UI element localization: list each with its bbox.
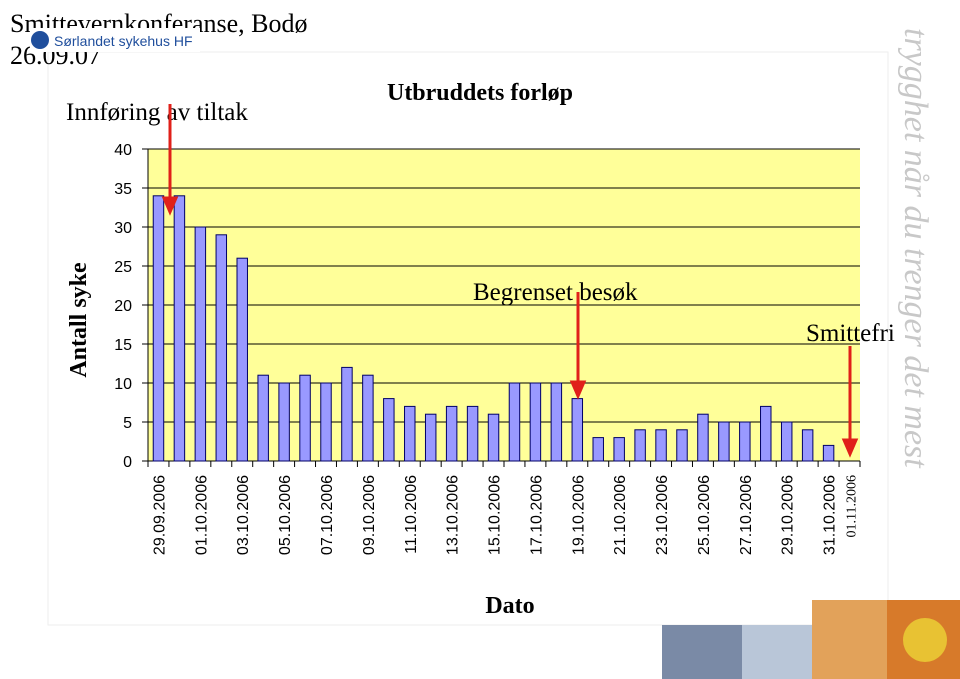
bar [466, 405, 479, 462]
x-tick-label: 09.10.2006 [361, 475, 378, 555]
x-tick-label: 23.10.2006 [654, 475, 671, 555]
y-tick-label: 10 [114, 376, 132, 393]
bar [676, 429, 688, 462]
bar [655, 429, 667, 462]
y-tick-label: 5 [123, 415, 132, 432]
annotation: Smittefri [806, 320, 895, 347]
photos [662, 600, 960, 679]
bar [278, 382, 290, 462]
y-tick-label: 0 [123, 454, 132, 471]
bar [173, 195, 186, 462]
x-tick-label: 13.10.2006 [445, 475, 462, 555]
bar [739, 421, 751, 462]
annotation: Innføring av tiltak [66, 99, 248, 126]
x-tick-label: 31.10.2006 [822, 475, 839, 555]
photo-fruit [903, 618, 947, 662]
arrow-head [841, 438, 859, 458]
y-tick-label: 20 [114, 298, 132, 315]
x-tick-label: 27.10.2006 [738, 475, 755, 555]
bar [634, 429, 646, 462]
arrows [161, 104, 859, 458]
bar [760, 405, 772, 462]
x-tick-label: 25.10.2006 [696, 475, 713, 555]
x-tick-label: 03.10.2006 [235, 475, 252, 555]
logo-bg [30, 28, 200, 52]
y-tick-label: 25 [114, 259, 132, 276]
bar [424, 413, 437, 462]
y-axis-label: Antall syke [66, 262, 92, 378]
x-tick-label: 21.10.2006 [612, 475, 629, 555]
arrow-head [569, 380, 587, 400]
bar [529, 382, 542, 462]
bar [550, 382, 563, 462]
x-tick-label: 17.10.2006 [528, 475, 545, 555]
bar [341, 366, 353, 462]
bar [445, 405, 458, 462]
bar [383, 398, 395, 462]
y-tick-label: 30 [114, 220, 132, 237]
photo [662, 625, 742, 679]
bar [487, 413, 500, 462]
y-tick-label: 35 [114, 181, 132, 198]
bar [822, 444, 835, 462]
annotation: Begrenset besøk [473, 279, 638, 306]
x-tick-label: 15.10.2006 [487, 475, 504, 555]
logo: Sørlandet sykehus HF [54, 33, 193, 49]
plot: 0 5 10 15 20 25 30 35 40 29.09.2006 01.10.2006 03.1… [114, 142, 861, 555]
y-tick-label: 40 [114, 142, 132, 159]
logo-icon [31, 31, 49, 49]
bar [320, 382, 332, 462]
x-tick-label: 29.09.2006 [151, 475, 168, 555]
x-tick-label: 07.10.2006 [319, 475, 336, 555]
chart-title: Utbruddets forløp [387, 80, 573, 106]
bar [215, 234, 228, 462]
bar [613, 437, 625, 462]
bar [592, 437, 604, 462]
y-tick-label: 15 [114, 337, 132, 354]
bar [780, 421, 793, 462]
x-axis-label: Dato [485, 593, 534, 619]
x-tick-label: 19.10.2006 [570, 475, 587, 555]
photo [812, 600, 887, 679]
bar [152, 195, 165, 462]
bar [236, 257, 248, 462]
bar [571, 398, 584, 462]
x-tick-label: 05.10.2006 [277, 475, 294, 555]
tagline: trygghet når du trenger det mest [897, 28, 934, 469]
bar [697, 413, 709, 462]
bar [718, 421, 730, 462]
bar [194, 226, 207, 462]
bar [801, 429, 814, 462]
bar [257, 374, 269, 462]
bar [299, 374, 311, 462]
x-tick-label: 01.11.2006 [845, 475, 860, 537]
x-tick-label: 29.10.2006 [780, 475, 797, 555]
x-tick-label: 01.10.2006 [193, 475, 210, 555]
bar [404, 405, 416, 462]
bar [508, 382, 521, 462]
x-tick-label: 11.10.2006 [403, 475, 420, 554]
bar [362, 374, 374, 462]
photo [742, 625, 812, 679]
arrow-head [161, 196, 179, 216]
